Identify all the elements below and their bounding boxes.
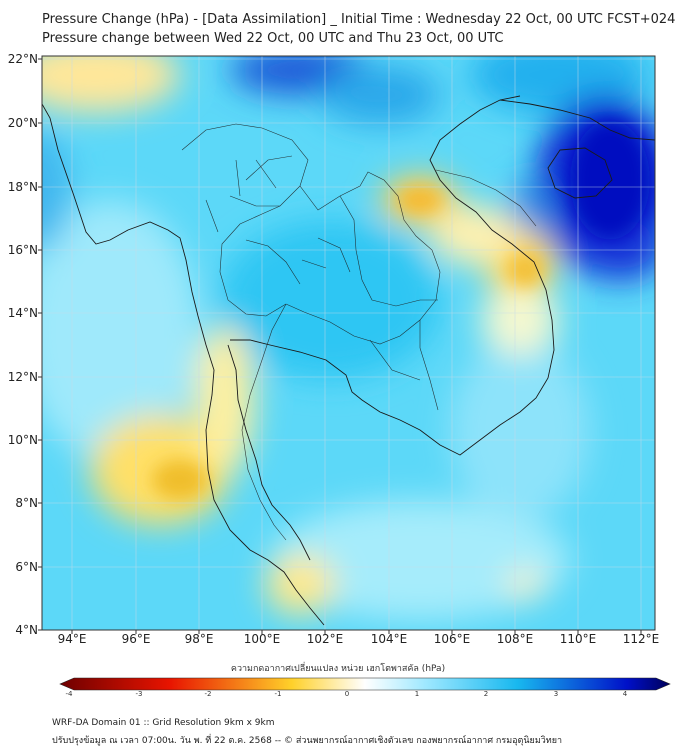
lon-label-96: 96°E xyxy=(121,632,151,646)
lat-label-20: 20°N xyxy=(7,116,38,130)
lat-label-4: 4°N xyxy=(15,623,38,637)
lon-label-102: 102°E xyxy=(306,632,344,646)
lat-label-6: 6°N xyxy=(15,560,38,574)
lat-label-18: 18°N xyxy=(7,180,38,194)
colorbar-tick: 3 xyxy=(553,690,559,698)
colorbar-tick: -3 xyxy=(135,690,143,698)
lon-label-98: 98°E xyxy=(184,632,214,646)
lat-label-10: 10°N xyxy=(7,433,38,447)
lat-label-12: 12°N xyxy=(7,370,38,384)
colorbar-tick: 2 xyxy=(483,690,489,698)
lon-label-112: 112°E xyxy=(622,632,660,646)
colorbar-tick: 4 xyxy=(622,690,628,698)
lon-label-94: 94°E xyxy=(57,632,87,646)
chart-subtitle: Pressure change between Wed 22 Oct, 00 U… xyxy=(42,31,504,46)
lon-label-104: 104°E xyxy=(370,632,408,646)
lon-label-108: 108°E xyxy=(496,632,534,646)
colorbar-tick: 1 xyxy=(414,690,420,698)
lat-label-22: 22°N xyxy=(7,52,38,66)
pressure-field xyxy=(42,56,655,630)
lat-label-14: 14°N xyxy=(7,306,38,320)
footer-model-info: WRF-DA Domain 01 :: Grid Resolution 9km … xyxy=(52,718,275,728)
lon-label-106: 106°E xyxy=(433,632,471,646)
lon-label-100: 100°E xyxy=(243,632,281,646)
plot-frame xyxy=(41,55,656,631)
colorbar-bar xyxy=(59,677,671,691)
lat-label-16: 16°N xyxy=(7,243,38,257)
lat-label-8: 8°N xyxy=(15,496,38,510)
lon-label-110: 110°E xyxy=(559,632,597,646)
colorbar-title: ความกดอากาศเปลี่ยนแปลง หน่วย เฮกโตพาสคัล… xyxy=(230,664,446,674)
borders xyxy=(181,123,537,541)
colorbar-tick: -1 xyxy=(274,690,282,698)
pressure-change-map xyxy=(38,55,656,634)
colorbar xyxy=(59,677,671,691)
axis-ticks xyxy=(38,58,642,634)
chart-title: Pressure Change (hPa) - [Data Assimilati… xyxy=(42,12,676,27)
footer-update-info: ปรับปรุงข้อมูล ณ เวลา 07:00น. วัน พ. ที่… xyxy=(52,736,563,746)
colorbar-tick: 0 xyxy=(344,690,350,698)
colorbar-tick: -2 xyxy=(204,690,212,698)
colorbar-tick: -4 xyxy=(65,690,73,698)
coastline xyxy=(42,95,655,626)
